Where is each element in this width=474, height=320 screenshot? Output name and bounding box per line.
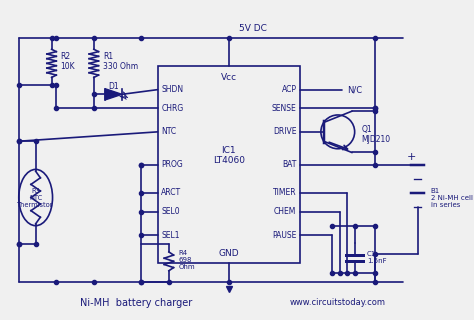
Text: DRIVE: DRIVE <box>273 127 297 136</box>
Text: GND: GND <box>219 249 239 258</box>
Text: www.circuitstoday.com: www.circuitstoday.com <box>290 298 386 307</box>
Text: B1
2 Ni-MH cell
in series: B1 2 Ni-MH cell in series <box>431 188 473 208</box>
Text: R4
698
Ohm: R4 698 Ohm <box>178 250 195 270</box>
Text: NTC: NTC <box>161 127 176 136</box>
Text: R1
330 Ohm: R1 330 Ohm <box>103 52 138 71</box>
Text: 5V DC: 5V DC <box>239 24 267 33</box>
Bar <box>158 66 300 263</box>
Text: SEL1: SEL1 <box>161 231 180 240</box>
Text: Ni-MH  battery charger: Ni-MH battery charger <box>80 298 192 308</box>
Text: R2
10K: R2 10K <box>60 52 75 71</box>
Text: C1
1.5nF: C1 1.5nF <box>367 251 386 264</box>
Text: TIMER: TIMER <box>273 188 297 197</box>
Text: PAUSE: PAUSE <box>272 231 297 240</box>
Polygon shape <box>105 89 122 100</box>
Text: Q1
MJD210: Q1 MJD210 <box>361 125 391 144</box>
Text: R3
NTC
Thermistor: R3 NTC Thermistor <box>18 188 54 208</box>
Text: SEL0: SEL0 <box>161 207 180 216</box>
Text: CHEM: CHEM <box>274 207 297 216</box>
Text: +: + <box>407 152 417 162</box>
Text: SHDN: SHDN <box>161 85 183 94</box>
Text: ACP: ACP <box>282 85 297 94</box>
Text: PROG: PROG <box>161 160 183 169</box>
Text: CHRG: CHRG <box>161 104 183 113</box>
Text: D1: D1 <box>108 82 119 91</box>
Text: Vcc: Vcc <box>221 73 237 82</box>
Text: BAT: BAT <box>282 160 297 169</box>
Text: SENSE: SENSE <box>272 104 297 113</box>
Text: N/C: N/C <box>347 85 362 94</box>
Text: ARCT: ARCT <box>161 188 182 197</box>
Text: IC1
LT4060: IC1 LT4060 <box>213 146 245 165</box>
